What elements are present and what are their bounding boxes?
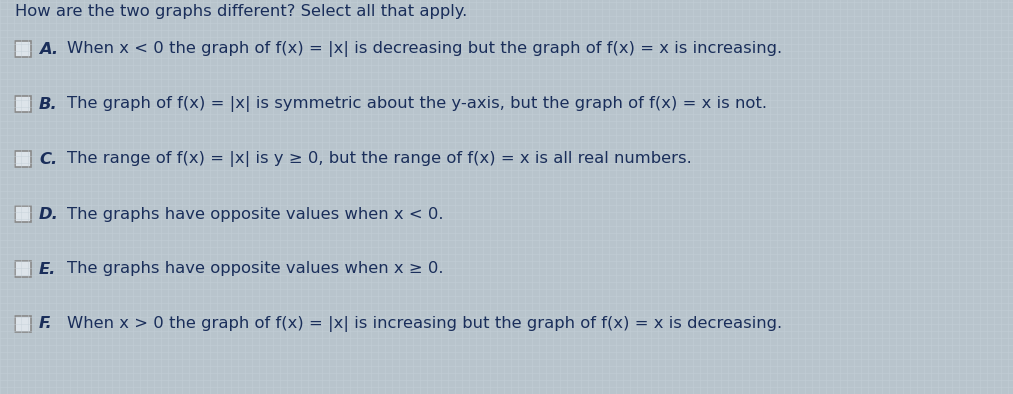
Text: When x < 0 the graph of f(x) = |x| is decreasing but the graph of f(x) = x is in: When x < 0 the graph of f(x) = |x| is de… [67,41,782,57]
Text: How are the two graphs different? Select all that apply.: How are the two graphs different? Select… [15,4,467,19]
Bar [15,41,31,57]
Text: The range of f(x) = |x| is y ≥ 0, but the range of f(x) = x is all real numbers.: The range of f(x) = |x| is y ≥ 0, but th… [67,151,692,167]
Bar [15,96,31,112]
Text: C.: C. [38,152,58,167]
Text: D.: D. [38,206,59,221]
Text: F.: F. [38,316,53,331]
Text: The graphs have opposite values when x ≥ 0.: The graphs have opposite values when x ≥… [67,262,444,277]
Text: When x > 0 the graph of f(x) = |x| is increasing but the graph of f(x) = x is de: When x > 0 the graph of f(x) = |x| is in… [67,316,782,332]
Text: The graphs have opposite values when x < 0.: The graphs have opposite values when x <… [67,206,444,221]
Bar [15,261,31,277]
Text: B.: B. [38,97,58,112]
Text: A.: A. [38,41,58,56]
Bar [15,151,31,167]
Text: E.: E. [38,262,57,277]
Bar [15,316,31,332]
Bar [15,206,31,222]
Text: The graph of f(x) = |x| is symmetric about the y-axis, but the graph of f(x) = x: The graph of f(x) = |x| is symmetric abo… [67,96,767,112]
